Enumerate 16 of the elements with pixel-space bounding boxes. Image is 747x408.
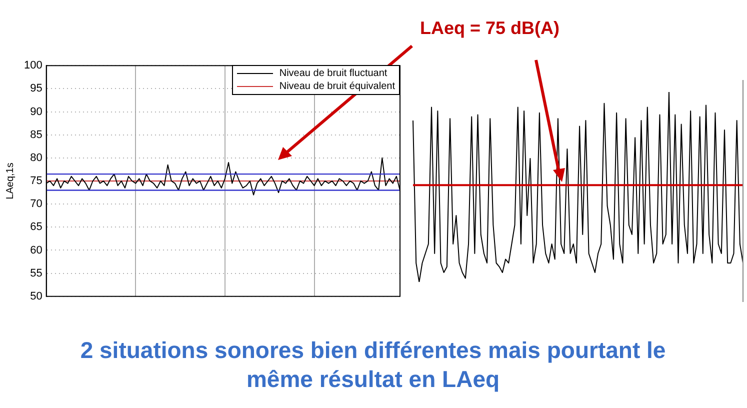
y-tick-label: 65 [30, 221, 42, 234]
y-tick-label: 95 [30, 82, 42, 95]
y-tick-label: 70 [30, 198, 42, 210]
y-tick-label: 80 [30, 152, 42, 164]
legend-label: Niveau de bruit fluctuant [279, 68, 388, 79]
y-tick-label: 85 [30, 128, 42, 141]
y-tick-label: 55 [30, 267, 42, 280]
y-axis-title: LAeq,1s [4, 162, 16, 200]
text: LAeq = 75 dB(A) [420, 18, 560, 39]
legend-label: Niveau de bruit équivalent [279, 81, 395, 92]
y-tick-label: 90 [30, 106, 42, 118]
text: 2 situations sonores bien différentes mais pourtant le même résultat en LAeq [79, 336, 667, 394]
y-tick-label: 60 [30, 244, 42, 256]
y-tick-label: 100 [24, 60, 42, 72]
y-tick-label: 50 [30, 290, 42, 302]
y-tick-label: 75 [30, 175, 42, 188]
